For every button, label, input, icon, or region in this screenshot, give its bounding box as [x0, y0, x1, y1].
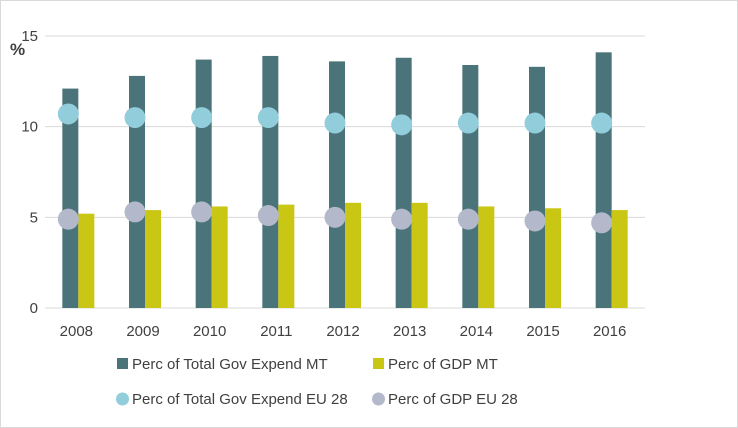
- y-tick-label: 0: [30, 300, 38, 317]
- marker-perc-of-gdp-eu-28-2009: [124, 201, 146, 223]
- marker-perc-of-gdp-eu-28-2008: [57, 208, 79, 230]
- bar-perc-of-gdp-mt-2015: [545, 208, 561, 308]
- bar-perc-of-total-gov-expend-mt-2016: [595, 52, 612, 308]
- x-tick-label: 2009: [126, 323, 159, 340]
- y-tick-label: 15: [21, 28, 38, 45]
- x-tick-label: 2013: [393, 323, 426, 340]
- legend-label-perc-of-gdp-mt: Perc of GDP MT: [388, 356, 498, 373]
- legend-swatch-perc-of-gdp-mt: [373, 358, 384, 369]
- y-tick-label: 5: [30, 209, 38, 226]
- marker-perc-of-gdp-eu-28-2016: [591, 212, 613, 234]
- bar-perc-of-total-gov-expend-mt-2009: [129, 75, 145, 308]
- legend-swatch-perc-of-total-gov-expend-eu-28: [116, 392, 129, 406]
- bar-perc-of-gdp-mt-2012: [345, 202, 361, 308]
- marker-perc-of-total-gov-expend-eu-28-2015: [524, 112, 546, 134]
- x-tick-label: 2015: [526, 323, 559, 340]
- bar-perc-of-gdp-mt-2016: [611, 210, 628, 308]
- bar-perc-of-total-gov-expend-mt-2011: [262, 55, 279, 308]
- bar-perc-of-total-gov-expend-mt-2015: [529, 66, 545, 309]
- bar-perc-of-total-gov-expend-mt-2010: [195, 59, 212, 308]
- legend-label-perc-of-total-gov-expend-eu-28: Perc of Total Gov Expend EU 28: [132, 391, 348, 408]
- marker-perc-of-total-gov-expend-eu-28-2010: [191, 107, 213, 129]
- marker-perc-of-total-gov-expend-eu-28-2016: [591, 112, 613, 134]
- y-tick-label: 10: [21, 119, 38, 136]
- marker-perc-of-gdp-eu-28-2011: [257, 205, 279, 227]
- bar-perc-of-total-gov-expend-mt-2008: [62, 88, 79, 308]
- x-tick-label: 2014: [460, 323, 493, 340]
- marker-perc-of-total-gov-expend-eu-28-2013: [391, 114, 413, 136]
- marker-perc-of-gdp-eu-28-2010: [191, 201, 213, 223]
- y-axis-ticks: 0 5 10 15: [21, 28, 38, 317]
- bar-perc-of-gdp-mt-2009: [145, 210, 161, 308]
- bar-perc-of-total-gov-expend-mt-2013: [395, 57, 412, 309]
- x-tick-label: 2010: [193, 323, 226, 340]
- legend-label-perc-of-gdp-eu-28: Perc of GDP EU 28: [388, 391, 518, 408]
- markers: [57, 103, 613, 234]
- legend-swatch-perc-of-total-gov-expend-mt: [117, 358, 128, 369]
- bars: [62, 52, 628, 309]
- x-tick-label: 2016: [593, 323, 626, 340]
- marker-perc-of-gdp-eu-28-2014: [457, 208, 479, 230]
- x-axis-ticks: 2008 2009 2010 2011 2012 2013 2014 2015 2016: [60, 323, 627, 340]
- x-tick-label: 2008: [60, 323, 93, 340]
- bar-perc-of-gdp-mt-2013: [411, 202, 428, 308]
- marker-perc-of-total-gov-expend-eu-28-2012: [324, 112, 346, 134]
- marker-perc-of-gdp-eu-28-2015: [524, 210, 546, 232]
- marker-perc-of-total-gov-expend-eu-28-2011: [257, 107, 279, 129]
- bar-perc-of-total-gov-expend-mt-2012: [329, 61, 345, 309]
- x-tick-label: 2012: [326, 323, 359, 340]
- marker-perc-of-total-gov-expend-eu-28-2014: [457, 112, 479, 134]
- legend-swatch-perc-of-gdp-eu-28: [372, 392, 385, 406]
- y-axis-unit-label: %: [10, 40, 25, 59]
- bar-perc-of-gdp-mt-2011: [278, 204, 295, 308]
- bar-perc-of-gdp-mt-2010: [211, 206, 228, 308]
- bar-perc-of-gdp-mt-2014: [478, 206, 495, 308]
- x-tick-label: 2011: [260, 323, 292, 340]
- marker-perc-of-total-gov-expend-eu-28-2009: [124, 107, 146, 129]
- legend: Perc of Total Gov Expend MT Perc of GDP M…: [116, 356, 518, 408]
- legend-label-perc-of-total-gov-expend-mt: Perc of Total Gov Expend MT: [132, 356, 328, 373]
- bar-perc-of-total-gov-expend-mt-2014: [462, 65, 479, 308]
- marker-perc-of-gdp-eu-28-2012: [324, 206, 346, 228]
- marker-perc-of-total-gov-expend-eu-28-2008: [57, 103, 79, 125]
- marker-perc-of-gdp-eu-28-2013: [391, 208, 413, 230]
- bar-perc-of-gdp-mt-2008: [78, 213, 95, 308]
